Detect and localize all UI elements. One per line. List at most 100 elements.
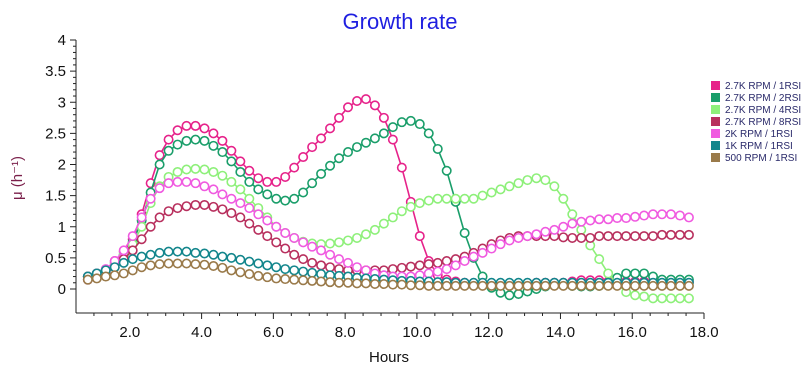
data-point — [513, 280, 524, 291]
data-point — [307, 241, 318, 252]
data-point — [325, 249, 336, 260]
data-point — [665, 293, 676, 304]
y-tick-label: 0 — [58, 281, 66, 298]
data-point — [181, 176, 192, 187]
data-point — [387, 134, 398, 145]
data-point — [468, 280, 479, 291]
data-point — [253, 184, 264, 195]
data-point — [226, 193, 237, 204]
data-point — [594, 214, 605, 225]
data-point — [316, 276, 327, 287]
data-point — [648, 209, 659, 220]
data-point — [217, 251, 228, 262]
data-point — [262, 231, 273, 242]
data-point — [630, 231, 641, 242]
x-axis-label: Hours — [369, 349, 409, 366]
data-point — [181, 120, 192, 131]
data-point — [217, 262, 228, 273]
data-point — [423, 128, 434, 139]
data-point — [540, 175, 551, 186]
legend-label: 500 RPM / 1RSI — [725, 153, 797, 164]
data-point — [360, 137, 371, 148]
series-layer — [82, 94, 694, 304]
data-point — [531, 280, 542, 291]
data-point — [414, 231, 425, 242]
data-point — [307, 275, 318, 286]
data-point — [414, 260, 425, 271]
data-point — [271, 176, 282, 187]
data-point — [199, 181, 210, 192]
data-point — [199, 199, 210, 210]
data-point — [280, 243, 291, 254]
data-point — [576, 232, 587, 243]
legend-swatch — [711, 105, 720, 114]
data-point — [665, 209, 676, 220]
data-point — [540, 280, 551, 291]
data-point — [217, 170, 228, 181]
data-point — [262, 176, 273, 187]
data-point — [540, 226, 551, 237]
data-point — [217, 147, 228, 158]
data-point — [630, 280, 641, 291]
data-point — [127, 265, 138, 276]
data-point — [423, 280, 434, 291]
data-point — [441, 280, 452, 291]
data-point — [334, 277, 345, 288]
data-point — [145, 260, 156, 271]
data-point — [504, 181, 515, 192]
data-point — [163, 258, 174, 269]
data-point — [280, 171, 291, 182]
data-point — [369, 133, 380, 144]
x-tick-label: 6.0 — [263, 324, 284, 341]
data-point — [585, 215, 596, 226]
data-point — [325, 160, 336, 171]
data-point — [100, 271, 111, 282]
data-point — [531, 173, 542, 184]
data-point — [477, 190, 488, 201]
y-tick-label: 4 — [58, 32, 66, 49]
data-point — [262, 260, 273, 271]
legend-swatch — [711, 141, 720, 150]
data-point — [450, 280, 461, 291]
data-point — [432, 280, 443, 291]
data-point — [531, 229, 542, 240]
data-point — [154, 259, 165, 270]
data-point — [253, 258, 264, 269]
y-tick-label: 2 — [58, 157, 66, 174]
data-point — [181, 246, 192, 257]
data-point — [316, 245, 327, 256]
data-point — [244, 269, 255, 280]
data-point — [558, 221, 569, 232]
y-axis-label: μ (h⁻¹) — [9, 156, 26, 200]
data-point — [603, 280, 614, 291]
data-point — [199, 259, 210, 270]
data-point — [298, 237, 309, 248]
data-point — [665, 229, 676, 240]
data-point — [334, 153, 345, 164]
data-point — [423, 259, 434, 270]
data-point — [396, 279, 407, 290]
data-point — [127, 231, 138, 242]
data-point — [567, 232, 578, 243]
data-point — [369, 224, 380, 235]
data-point — [432, 143, 443, 154]
x-tick-label: 12.0 — [474, 324, 503, 341]
data-point — [360, 265, 371, 276]
data-point — [414, 280, 425, 291]
data-point — [594, 280, 605, 291]
data-point — [585, 232, 596, 243]
data-point — [441, 255, 452, 266]
x-tick-label: 10.0 — [402, 324, 431, 341]
data-point — [558, 193, 569, 204]
data-point — [665, 280, 676, 291]
data-point — [522, 231, 533, 242]
data-point — [459, 280, 470, 291]
data-point — [558, 280, 569, 291]
data-point — [468, 193, 479, 204]
legend-label: 2.7K RPM / 8RSI — [725, 117, 801, 128]
legend-swatch — [711, 117, 720, 126]
data-point — [630, 211, 641, 222]
data-point — [154, 150, 165, 161]
data-point — [683, 280, 694, 291]
x-tick-label: 16.0 — [618, 324, 647, 341]
